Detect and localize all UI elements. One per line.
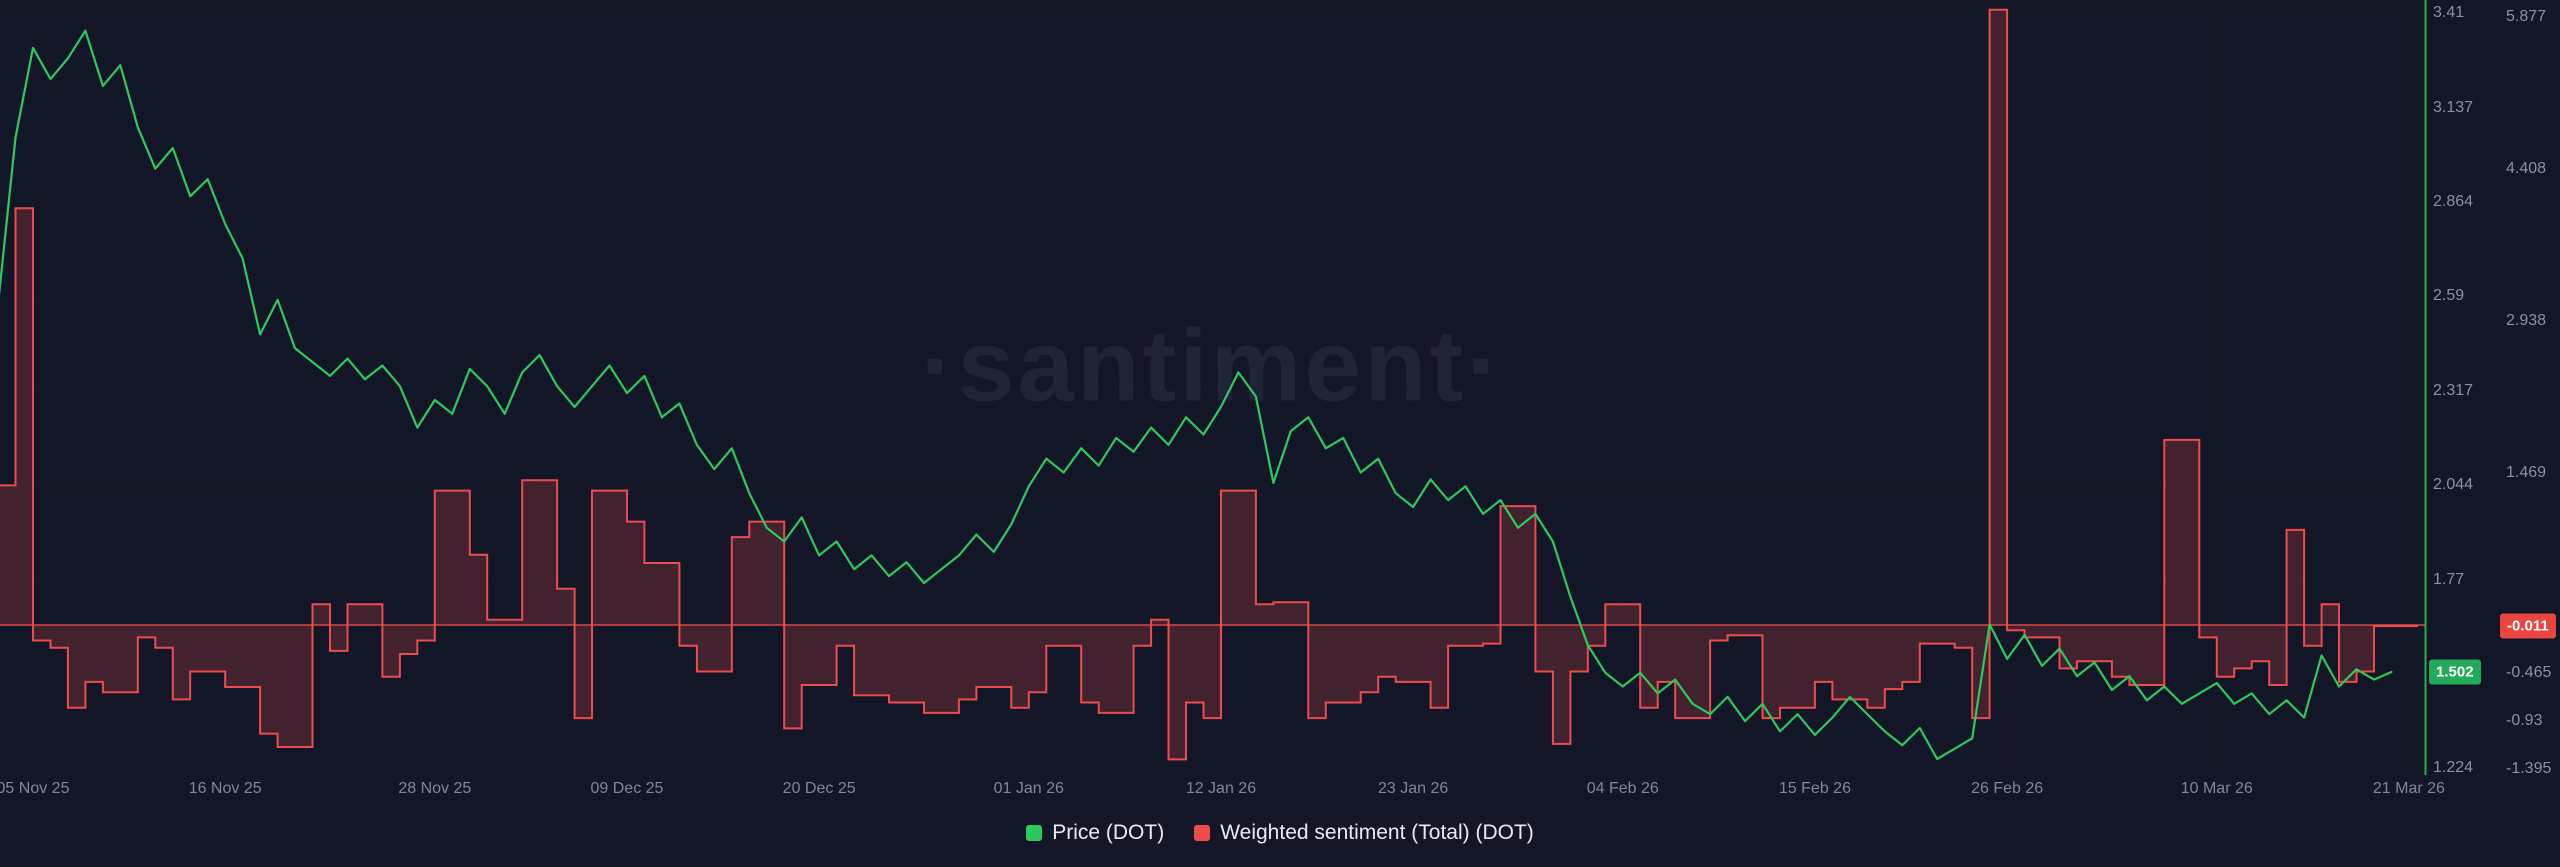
sentiment-last-value-badge: -0.011 xyxy=(2500,613,2556,639)
price-tick-label: 3.41 xyxy=(2433,4,2465,22)
sentiment-tick-label: -0.465 xyxy=(2506,664,2552,682)
x-tick-label: 04 Feb 26 xyxy=(1586,780,1659,797)
santiment-watermark: ·santiment· xyxy=(920,308,1504,423)
sentiment-tick-label: -0.93 xyxy=(2506,712,2543,730)
sentiment-tick-label: -1.395 xyxy=(2506,760,2552,778)
legend-item-weighted-sentiment[interactable]: Weighted sentiment (Total) (DOT) xyxy=(1194,822,1534,843)
price-tick-label: 2.044 xyxy=(2433,475,2474,493)
x-tick-label: 26 Feb 26 xyxy=(1971,780,2044,797)
x-tick-label: 09 Dec 25 xyxy=(590,780,664,797)
sentiment-tick-label: 1.469 xyxy=(2506,464,2547,482)
price-tick-label: 2.317 xyxy=(2433,381,2474,399)
x-tick-label: 12 Jan 26 xyxy=(1185,780,1257,797)
legend: Price (DOT) Weighted sentiment (Total) (D… xyxy=(0,822,2560,843)
price-tick-label: 1.224 xyxy=(2433,759,2474,776)
x-tick-label: 05 Nov 25 xyxy=(0,780,70,797)
sentiment-area-fill xyxy=(0,9,2418,760)
sentiment-tick-label: 2.938 xyxy=(2506,312,2547,330)
legend-swatch xyxy=(1194,824,1211,841)
x-tick-label: 01 Jan 26 xyxy=(993,780,1064,797)
price-last-value-badge: 1.502 xyxy=(2429,659,2481,685)
price-tick-label: 2.59 xyxy=(2433,287,2465,305)
x-tick-label: 10 Mar 26 xyxy=(2180,780,2253,797)
x-tick-label: 15 Feb 26 xyxy=(1778,780,1851,797)
price-line xyxy=(0,29,2393,761)
x-tick-label: 20 Dec 25 xyxy=(782,780,856,797)
sentiment-tick-label: 4.408 xyxy=(2506,160,2547,178)
sentiment-step-line xyxy=(0,8,2418,761)
x-tick-label: 28 Nov 25 xyxy=(398,780,472,797)
sentiment-tick-label: 5.877 xyxy=(2506,8,2547,26)
price-tick-label: 2.864 xyxy=(2433,192,2474,210)
price-tick-label: 3.137 xyxy=(2433,98,2474,116)
x-tick-label: 16 Nov 25 xyxy=(188,780,262,797)
legend-label: Weighted sentiment (Total) (DOT) xyxy=(1220,821,1534,844)
x-tick-label: 23 Jan 26 xyxy=(1377,780,1449,797)
legend-label: Price (DOT) xyxy=(1052,821,1165,844)
legend-item-price[interactable]: Price (DOT) xyxy=(1026,822,1164,843)
x-tick-label: 21 Mar 26 xyxy=(2372,780,2445,797)
price-tick-label: 1.77 xyxy=(2433,570,2465,588)
legend-swatch xyxy=(1026,824,1043,841)
